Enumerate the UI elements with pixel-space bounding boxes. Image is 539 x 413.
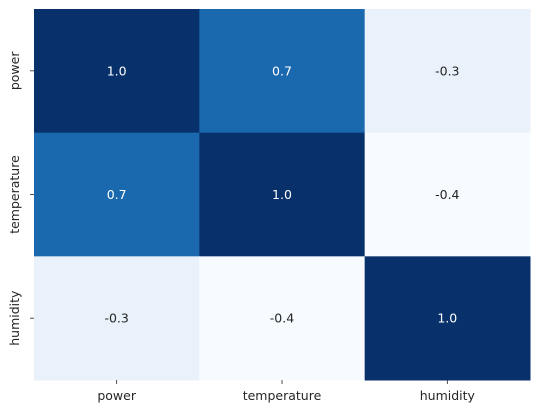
- cell-value-label-temperature-temperature: 1.0: [272, 187, 292, 202]
- x-tick-label-temperature: temperature: [243, 388, 322, 403]
- heatmap-cell-humidity-power: [34, 256, 200, 381]
- heatmap-cell-power-humidity: [364, 9, 531, 134]
- cell-value-label-humidity-temperature: -0.4: [270, 311, 294, 326]
- y-tick-label-temperature: temperature: [7, 155, 22, 234]
- y-axis: power temperature humidity: [7, 51, 34, 346]
- heatmap-cell-power-temperature: [199, 9, 366, 134]
- y-tick-label-power: power: [7, 51, 22, 90]
- heatmap-cells: [34, 9, 531, 381]
- cell-value-label-temperature-power: 0.7: [107, 187, 127, 202]
- cell-value-label-power-humidity: -0.3: [435, 63, 459, 78]
- heatmap-cell-humidity-temperature: [199, 256, 366, 381]
- x-axis: power temperature humidity: [97, 380, 476, 403]
- cell-value-label-temperature-humidity: -0.4: [435, 187, 459, 202]
- cell-value-label-humidity-humidity: 1.0: [437, 311, 457, 326]
- x-tick-label-power: power: [97, 388, 136, 403]
- heatmap-cell-temperature-power: [34, 132, 200, 257]
- heatmap-cell-temperature-temperature: [199, 132, 366, 257]
- heatmap-cell-temperature-humidity: [364, 132, 531, 257]
- y-tick-label-humidity: humidity: [7, 290, 22, 346]
- cell-value-label-power-power: 1.0: [107, 63, 127, 78]
- x-tick-label-humidity: humidity: [420, 388, 476, 403]
- cell-value-label-power-temperature: 0.7: [272, 63, 292, 78]
- heatmap-cell-labels: 1.0 0.7 -0.3 0.7 1.0 -0.4 -0.3 -0.4 1.0: [104, 63, 459, 325]
- heatmap-cell-humidity-humidity: [364, 256, 531, 381]
- cell-value-label-humidity-power: -0.3: [104, 311, 128, 326]
- heatmap-cell-power-power: [34, 9, 200, 134]
